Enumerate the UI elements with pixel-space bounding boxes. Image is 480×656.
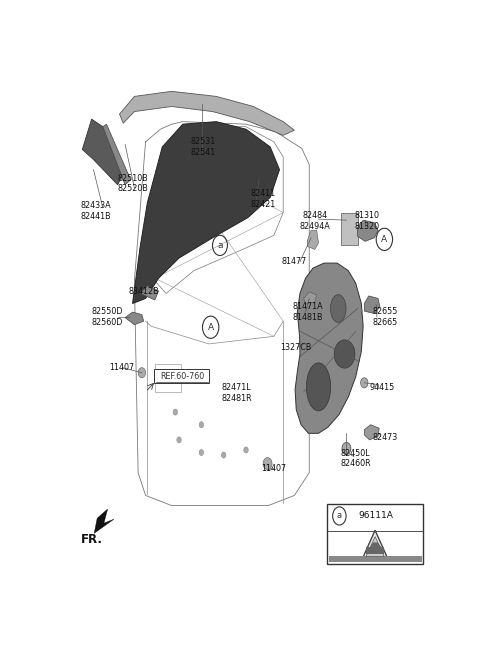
Text: 82655
82665: 82655 82665 (373, 308, 398, 327)
Circle shape (199, 422, 204, 428)
Polygon shape (362, 530, 388, 560)
Polygon shape (120, 91, 294, 135)
Text: 82510B
82520B: 82510B 82520B (117, 174, 148, 193)
Text: 82484
82494A: 82484 82494A (300, 211, 330, 231)
FancyBboxPatch shape (155, 369, 209, 383)
Circle shape (199, 449, 204, 455)
Circle shape (360, 378, 368, 388)
Text: 82450L
82460R: 82450L 82460R (340, 449, 371, 468)
Polygon shape (140, 286, 158, 300)
Polygon shape (83, 119, 125, 185)
Text: 82433A
82441B: 82433A 82441B (80, 201, 111, 221)
Polygon shape (366, 537, 384, 556)
Text: 82550D
82560D: 82550D 82560D (92, 308, 123, 327)
Bar (327, 504, 423, 564)
Text: A: A (207, 323, 214, 332)
Polygon shape (125, 312, 144, 325)
Ellipse shape (306, 363, 331, 411)
Polygon shape (364, 424, 379, 440)
Polygon shape (304, 292, 317, 304)
Circle shape (173, 409, 178, 415)
Text: 81310
81320: 81310 81320 (354, 211, 380, 231)
Circle shape (177, 437, 181, 443)
Polygon shape (295, 263, 363, 434)
Text: 11407: 11407 (109, 363, 134, 372)
Text: 1327CB: 1327CB (280, 343, 312, 352)
Ellipse shape (330, 295, 346, 323)
Polygon shape (370, 543, 381, 547)
Polygon shape (364, 296, 380, 314)
Text: FR.: FR. (81, 533, 102, 546)
Text: 82471L
82481R: 82471L 82481R (221, 383, 252, 403)
Polygon shape (358, 220, 378, 241)
Circle shape (263, 458, 272, 470)
Bar (329, 556, 421, 562)
Text: 81471A
81481B: 81471A 81481B (292, 302, 323, 322)
Text: 94415: 94415 (369, 383, 395, 392)
Text: A: A (381, 235, 387, 244)
Text: 82531
82541: 82531 82541 (191, 137, 216, 157)
Circle shape (342, 442, 351, 455)
Circle shape (221, 452, 226, 458)
Polygon shape (103, 124, 131, 185)
Bar (155, 364, 181, 392)
Text: a: a (337, 512, 342, 520)
Text: REF.60-760: REF.60-760 (160, 372, 204, 380)
Text: 81477: 81477 (282, 257, 307, 266)
Bar (341, 213, 358, 245)
Text: 96111A: 96111A (358, 512, 393, 520)
Polygon shape (307, 230, 319, 249)
Circle shape (244, 447, 248, 453)
Polygon shape (132, 121, 279, 304)
Text: 11407: 11407 (261, 464, 287, 473)
Text: a: a (217, 241, 223, 250)
Circle shape (334, 340, 355, 368)
Circle shape (138, 367, 145, 378)
Text: 82411
82421: 82411 82421 (250, 189, 276, 209)
Text: 83412B: 83412B (129, 287, 159, 297)
Bar (366, 547, 384, 554)
Text: 82473: 82473 (373, 433, 398, 442)
Polygon shape (94, 509, 114, 533)
